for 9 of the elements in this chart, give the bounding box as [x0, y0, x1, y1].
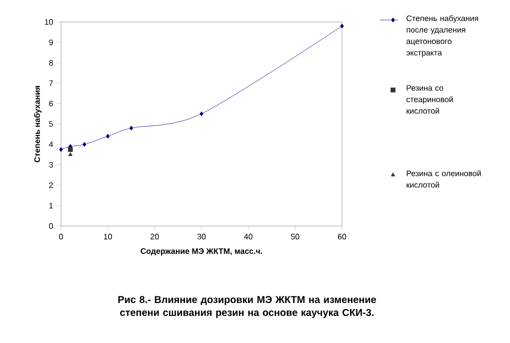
point — [68, 147, 73, 152]
point — [340, 24, 344, 28]
point — [106, 134, 110, 139]
point — [82, 142, 86, 147]
point — [68, 152, 72, 156]
point — [59, 147, 63, 152]
text: Рис 8.- Влияние дозировки МЭ ЖКТМ на изменение степени сшивания резин на основе каучука СКИ-3. — [118, 296, 376, 318]
point — [129, 126, 134, 130]
point — [200, 111, 204, 116]
